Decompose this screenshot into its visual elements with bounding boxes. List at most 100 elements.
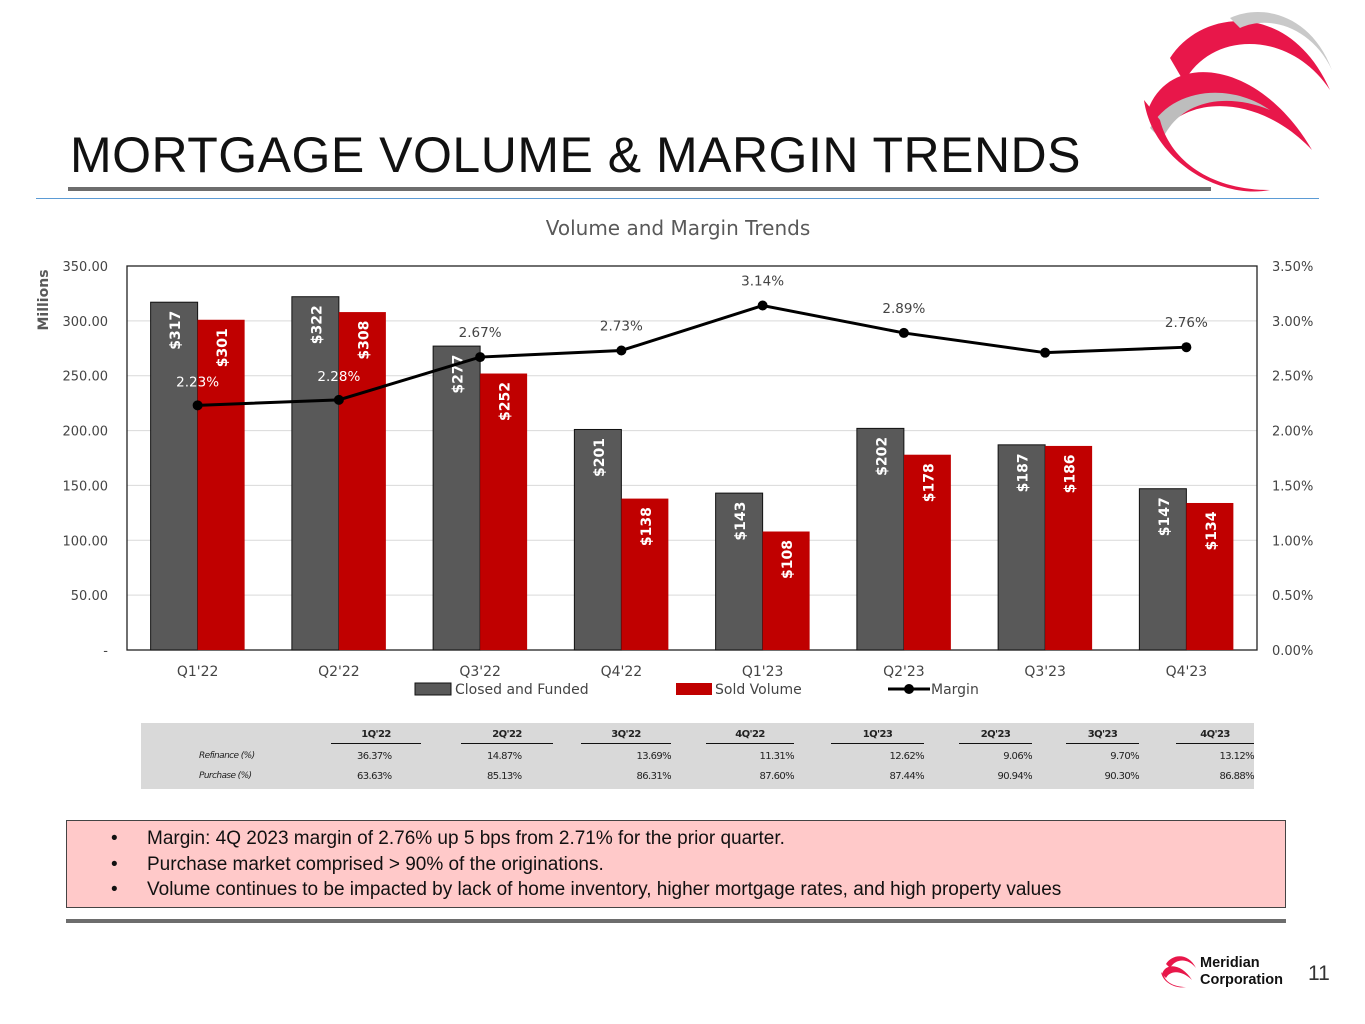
mix-column-header: 4Q'23	[1200, 729, 1230, 740]
y2-tick-label: 2.00%	[1272, 425, 1313, 440]
y2-tick-label: 3.50%	[1272, 260, 1313, 275]
bar-data-label: $147	[1157, 497, 1173, 536]
mix-column-header: 3Q'23	[1087, 729, 1118, 740]
mix-column-header: 2Q'23	[980, 729, 1011, 740]
x-tick-label: Q2'22	[318, 664, 360, 680]
mix-value-cell: 86.31%	[636, 771, 671, 782]
header-underline	[331, 743, 421, 744]
header-underline	[581, 743, 671, 744]
note-item: • Volume continues to be impacted by lack…	[111, 877, 1061, 903]
bar-sold-volume	[1186, 502, 1234, 650]
header-underline	[1066, 743, 1139, 744]
mix-value-cell: 11.31%	[759, 751, 794, 762]
bar-data-label: $308	[356, 321, 372, 360]
header-divider	[36, 198, 1319, 199]
bar-closed-funded	[150, 301, 199, 651]
bar-data-label: $322	[309, 305, 325, 344]
footer-brand: Meridian Corporation	[1200, 955, 1283, 988]
y-tick-label: 100.00	[63, 534, 109, 549]
mix-value-cell: 13.12%	[1219, 751, 1254, 762]
header-underline	[1176, 743, 1254, 744]
margin-point	[898, 327, 909, 338]
margin-line	[197, 303, 1187, 407]
bullet-icon: •	[111, 828, 118, 849]
x-tick-label: Q4'22	[601, 664, 643, 680]
y2-tick-label: 1.00%	[1272, 534, 1313, 549]
mix-column-header: 3Q'22	[611, 729, 641, 740]
bar-closed-funded	[997, 444, 1046, 651]
bar-sold-volume	[903, 454, 951, 650]
bar-data-label: $201	[592, 438, 608, 477]
margin-data-label: 3.14%	[741, 273, 784, 289]
x-tick-label: Q1'22	[177, 664, 219, 680]
header-underline	[461, 743, 553, 744]
mix-column-header: 2Q'22	[492, 729, 522, 740]
bar-data-label: $186	[1063, 454, 1079, 493]
note-item: • Margin: 4Q 2023 margin of 2.76% up 5 bp…	[111, 826, 1061, 852]
y-tick-label: 300.00	[63, 315, 109, 330]
bar-sold-volume	[338, 312, 386, 650]
bar-data-label: $178	[921, 463, 937, 502]
bar-data-label: $187	[1016, 453, 1032, 492]
bar-data-label: $108	[780, 540, 796, 579]
legend-label-margin: Margin	[931, 682, 979, 698]
mix-value-cell: 12.62%	[889, 751, 924, 762]
plot-area	[126, 265, 1258, 651]
bar-closed-funded	[715, 492, 764, 651]
x-tick-label: Q2'23	[883, 664, 925, 680]
margin-point	[1181, 342, 1192, 353]
margin-data-label: 2.73%	[600, 318, 643, 334]
x-tick-label: Q1'23	[742, 664, 784, 680]
y-tick-label: -	[103, 644, 108, 659]
note-item: • Purchase market comprised > 90% of the …	[111, 852, 1061, 878]
legend-marker-margin	[904, 684, 914, 694]
bar-sold-volume	[621, 498, 669, 650]
bar-sold-volume	[480, 373, 528, 650]
y-axis-label: Millions	[36, 269, 52, 330]
y2-tick-label: 3.00%	[1272, 315, 1313, 330]
y-tick-label: 150.00	[63, 479, 109, 494]
header-underline	[959, 743, 1032, 744]
margin-point	[333, 394, 344, 405]
notes-divider	[66, 919, 1286, 923]
mix-value-cell: 90.94%	[997, 771, 1032, 782]
margin-point	[475, 352, 486, 363]
mix-value-cell: 90.30%	[1104, 771, 1139, 782]
notes-box: • Margin: 4Q 2023 margin of 2.76% up 5 bp…	[66, 820, 1286, 908]
bar-data-label: $143	[733, 502, 749, 541]
bar-sold-volume	[197, 319, 245, 650]
mix-value-cell: 14.87%	[487, 751, 522, 762]
bar-closed-funded	[432, 345, 481, 651]
margin-data-label: 2.76%	[1165, 315, 1208, 331]
y-tick-label: 250.00	[63, 370, 109, 385]
y2-tick-label: 2.50%	[1272, 370, 1313, 385]
title-underline	[68, 187, 1211, 191]
bullet-icon: •	[111, 879, 118, 900]
mix-value-cell: 9.70%	[1110, 751, 1139, 762]
y-tick-label: 50.00	[71, 589, 108, 604]
x-tick-label: Q3'22	[459, 664, 501, 680]
header-underline	[706, 743, 794, 744]
bullet-icon: •	[111, 853, 118, 875]
mix-value-cell: 13.69%	[636, 751, 671, 762]
mix-column-header: 1Q'22	[361, 729, 391, 740]
mix-value-cell: 87.60%	[759, 771, 794, 782]
y-tick-label: 350.00	[63, 260, 109, 275]
y2-tick-label: 0.00%	[1272, 644, 1313, 659]
bar-closed-funded	[1138, 488, 1187, 651]
legend-swatch-sold-volume	[676, 683, 712, 695]
mix-row-label: Refinance (%)	[199, 751, 255, 761]
bar-data-label: $134	[1204, 511, 1220, 550]
bar-sold-volume	[762, 531, 810, 650]
legend-label-closed-funded: Closed and Funded	[455, 682, 589, 698]
bar-closed-funded	[856, 427, 905, 651]
legend-label-sold-volume: Sold Volume	[715, 682, 802, 698]
bar-closed-funded	[291, 296, 340, 651]
mix-value-cell: 63.63%	[357, 771, 392, 782]
mix-value-cell: 87.44%	[889, 771, 924, 782]
mix-value-cell: 85.13%	[487, 771, 522, 782]
margin-data-label: 2.28%	[317, 369, 360, 385]
bar-data-label: $317	[168, 311, 184, 350]
margin-point	[1040, 347, 1051, 358]
mix-value-cell: 36.37%	[357, 751, 392, 762]
